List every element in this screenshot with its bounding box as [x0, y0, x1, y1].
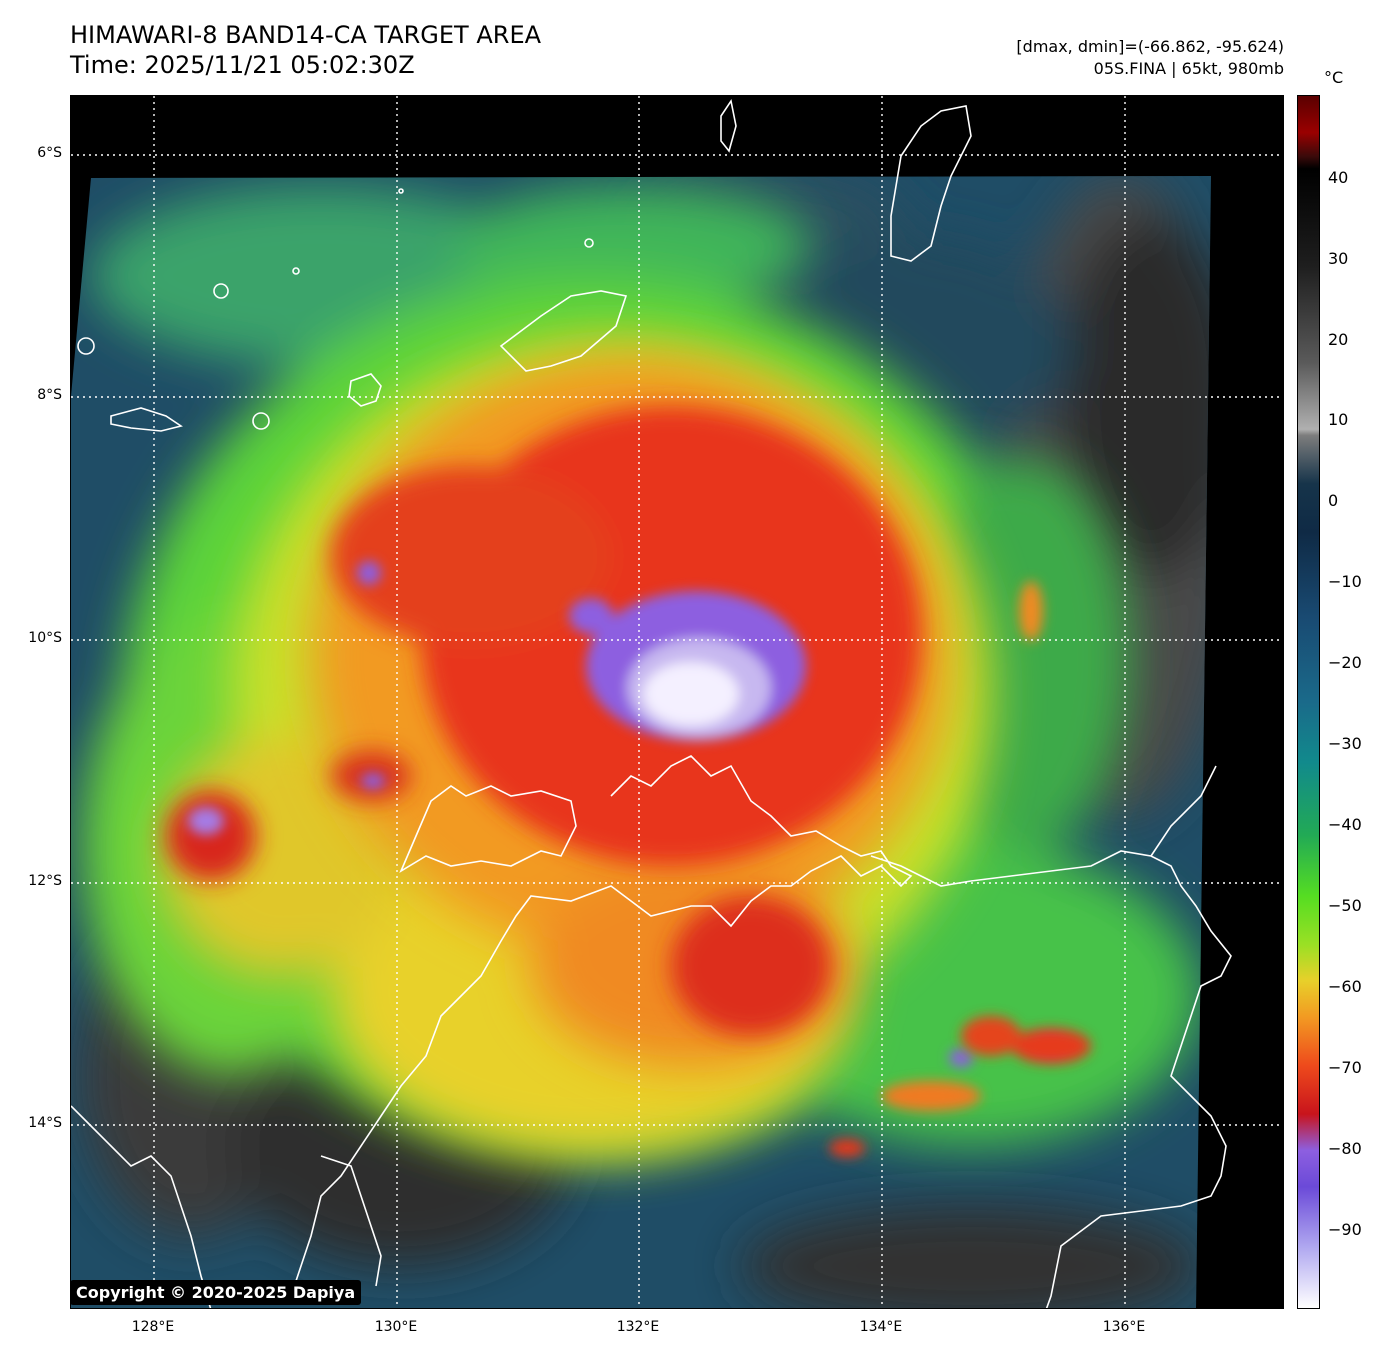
- lat-label-8s: 8°S: [37, 387, 62, 403]
- colorbar-unit: °C: [1324, 68, 1344, 87]
- colorbar-label-10: 10: [1328, 410, 1349, 429]
- copyright-label: Copyright © 2020-2025 Dapiya: [70, 1280, 362, 1305]
- title-line-2: Time: 2025/11/21 05:02:30Z: [70, 51, 415, 79]
- storm-info: [dmax, dmin]=(-66.862, -95.624) 05S.FINA…: [1016, 36, 1284, 80]
- colorbar-label-minus80: −80: [1328, 1139, 1362, 1158]
- lon-label-130e: 130°E: [374, 1319, 418, 1335]
- lon-label-134e: 134°E: [859, 1319, 903, 1335]
- colorbar-label-minus30: −30: [1328, 734, 1362, 753]
- colorbar-label-minus90: −90: [1328, 1220, 1362, 1239]
- colorbar: [1297, 95, 1320, 1309]
- lat-label-12s: 12°S: [28, 873, 62, 889]
- lat-label-6s: 6°S: [37, 145, 62, 161]
- colorbar-label-0: 0: [1328, 491, 1339, 510]
- lon-label-136e: 136°E: [1102, 1319, 1146, 1335]
- colorbar-label-20: 20: [1328, 330, 1349, 349]
- colorbar-label-minus40: −40: [1328, 815, 1362, 834]
- figure-title: HIMAWARI-8 BAND14-CA TARGET AREA Time: 2…: [70, 20, 541, 80]
- colorbar-label-minus60: −60: [1328, 977, 1362, 996]
- lat-label-10s: 10°S: [28, 630, 62, 646]
- lat-label-14s: 14°S: [28, 1115, 62, 1131]
- satellite-map: [70, 95, 1284, 1309]
- storm-label: 05S.FINA | 65kt, 980mb: [1093, 59, 1284, 78]
- satellite-imagery: [71, 96, 1283, 1308]
- coastlines: [71, 98, 1232, 1308]
- lon-label-128e: 128°E: [131, 1319, 175, 1335]
- colorbar-label-minus10: −10: [1328, 572, 1362, 591]
- colorbar-label-minus50: −50: [1328, 896, 1362, 915]
- colorbar-label-30: 30: [1328, 249, 1349, 268]
- colorbar-label-minus70: −70: [1328, 1058, 1362, 1077]
- title-line-1: HIMAWARI-8 BAND14-CA TARGET AREA: [70, 21, 542, 49]
- dmax-dmin-text: [dmax, dmin]=(-66.862, -95.624): [1016, 37, 1284, 56]
- lon-label-132e: 132°E: [616, 1319, 660, 1335]
- graticule: [71, 96, 1283, 1308]
- colorbar-label-40: 40: [1328, 168, 1349, 187]
- cloud-top-temperature-field: [71, 176, 1211, 1308]
- colorbar-label-minus20: −20: [1328, 653, 1362, 672]
